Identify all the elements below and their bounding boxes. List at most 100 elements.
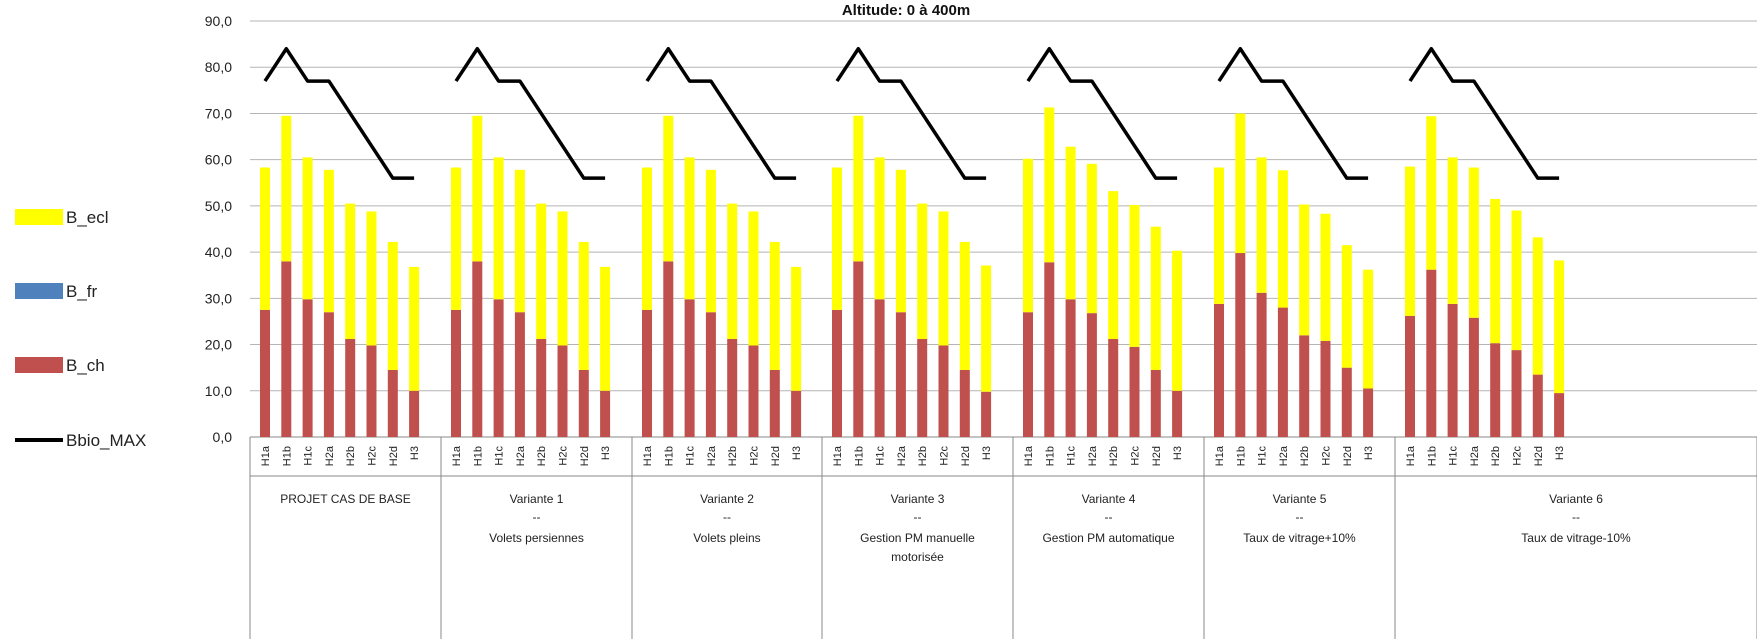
bar-b-ecl xyxy=(1363,269,1374,389)
bar-b-ch xyxy=(1490,343,1501,437)
legend-label: B_ch xyxy=(66,356,105,375)
bar-b-ecl xyxy=(1468,167,1479,318)
x-tick-label: H2d xyxy=(960,446,972,466)
x-tick-label: H1a xyxy=(260,445,272,466)
x-tick-label: H1c xyxy=(1066,446,1078,466)
bar-b-ch xyxy=(557,345,568,437)
bar-b-ch xyxy=(260,309,270,437)
x-tick-label: H2d xyxy=(1533,446,1545,466)
x-tick-label: H2c xyxy=(1512,446,1524,466)
x-tick-label: H1a xyxy=(832,445,844,466)
y-tick-label: 10,0 xyxy=(205,383,232,399)
bar-b-ch xyxy=(959,369,970,437)
x-tick-label: H2c xyxy=(1321,446,1333,466)
bar-b-ecl xyxy=(832,167,842,310)
x-tick-label: H1b xyxy=(1044,446,1056,466)
x-tick-label: H1b xyxy=(1426,446,1438,466)
bar-b-ch xyxy=(895,312,906,437)
x-tick-label: H2c xyxy=(939,446,951,466)
bar-b-ecl xyxy=(323,169,334,313)
group-description: -- xyxy=(1296,510,1304,524)
bar-b-ch xyxy=(1044,262,1055,437)
group-description: Gestion PM automatique xyxy=(1042,531,1174,545)
bar-b-ecl xyxy=(1447,157,1458,304)
bar-b-ecl xyxy=(938,211,949,346)
bar-b-ch xyxy=(1256,292,1267,437)
x-tick-label: H1a xyxy=(642,445,654,466)
series-line-bbio-max xyxy=(1026,46,1178,180)
x-tick-label: H3 xyxy=(1363,446,1375,460)
bar-b-ecl xyxy=(684,157,695,300)
x-tick-label: H3 xyxy=(1172,446,1184,460)
bar-b-ch xyxy=(1172,390,1183,437)
bar-b-ch xyxy=(472,261,483,437)
group-label: Variante 6 xyxy=(1549,492,1603,506)
bar-b-ecl xyxy=(1150,226,1161,370)
bar-b-ecl xyxy=(1172,250,1183,391)
bar-b-ch xyxy=(1023,312,1033,437)
legend: B_ecl B_fr B_ch Bbio_MAX xyxy=(15,208,146,450)
bar-b-ecl xyxy=(1108,191,1119,340)
x-tick-label: H2c xyxy=(1130,446,1142,466)
bar-b-ecl xyxy=(557,211,568,346)
group-description: Volets pleins xyxy=(693,531,760,545)
x-tick-label: H1b xyxy=(1235,446,1247,466)
x-tick-label: H3 xyxy=(1554,446,1566,460)
x-tick-label: H3 xyxy=(409,446,421,460)
bar-b-ch xyxy=(1277,307,1288,437)
bar-b-ch xyxy=(1065,299,1076,437)
x-tick-label: H1a xyxy=(1214,445,1226,466)
bar-b-ecl xyxy=(600,266,611,391)
y-tick-label: 0,0 xyxy=(213,429,233,445)
bar-b-ch xyxy=(366,345,377,437)
legend-swatch-b-ecl xyxy=(15,209,63,225)
bar-b-ecl xyxy=(387,241,398,370)
bar-b-ch xyxy=(323,312,334,437)
group-label: Variante 3 xyxy=(891,492,945,506)
bar-b-ecl xyxy=(1426,116,1437,270)
bar-b-ecl xyxy=(874,157,885,300)
bar-b-ch xyxy=(387,369,398,437)
bar-b-ecl xyxy=(1511,210,1522,351)
bar-b-ch xyxy=(1363,388,1374,437)
bar-b-ch xyxy=(302,299,313,437)
bar-b-ecl xyxy=(769,241,780,370)
x-tick-label: H2b xyxy=(1299,446,1311,466)
bar-b-ch xyxy=(1299,335,1310,437)
x-tick-label: H2b xyxy=(536,446,548,466)
x-tick-label: H1a xyxy=(1405,445,1417,466)
y-tick-label: 90,0 xyxy=(205,13,232,29)
group-label: Variante 4 xyxy=(1082,492,1136,506)
bar-b-ecl xyxy=(1405,166,1415,316)
bar-b-ecl xyxy=(493,157,504,300)
bar-b-ecl xyxy=(302,157,313,300)
x-tick-label: H2a xyxy=(706,445,718,466)
bar-b-ecl xyxy=(705,169,716,313)
y-tick-label: 40,0 xyxy=(205,244,232,260)
x-tick-label: H1a xyxy=(451,445,463,466)
bar-b-ecl xyxy=(642,167,652,310)
bar-b-ecl xyxy=(514,169,525,313)
x-tick-label: H2c xyxy=(749,446,761,466)
y-axis: 0,0 10,0 20,0 30,0 40,0 50,0 60,0 70,0 80,0 90,0 xyxy=(205,13,232,445)
x-tick-label: H2b xyxy=(917,446,929,466)
bar-b-ch xyxy=(938,345,949,437)
group-description: -- xyxy=(914,510,922,524)
group-description: -- xyxy=(723,510,731,524)
bar-b-ecl xyxy=(1214,167,1224,304)
bar-b-ch xyxy=(1108,339,1119,437)
chart-title: Altitude: 0 à 400m xyxy=(842,2,970,19)
x-tick-label: H3 xyxy=(600,446,612,460)
x-tick-label: H2d xyxy=(770,446,782,466)
bar-b-ecl xyxy=(1490,198,1501,344)
y-tick-label: 80,0 xyxy=(205,59,232,75)
bar-b-ecl xyxy=(366,211,377,346)
bar-b-ecl xyxy=(1235,113,1246,254)
x-tick-label: H2b xyxy=(727,446,739,466)
group-label: Variante 2 xyxy=(700,492,754,506)
bar-b-ch xyxy=(791,390,802,437)
group-label: Variante 5 xyxy=(1273,492,1327,506)
x-tick-label: H2a xyxy=(1087,445,1099,466)
bar-b-ch xyxy=(514,312,525,437)
y-tick-label: 50,0 xyxy=(205,198,232,214)
